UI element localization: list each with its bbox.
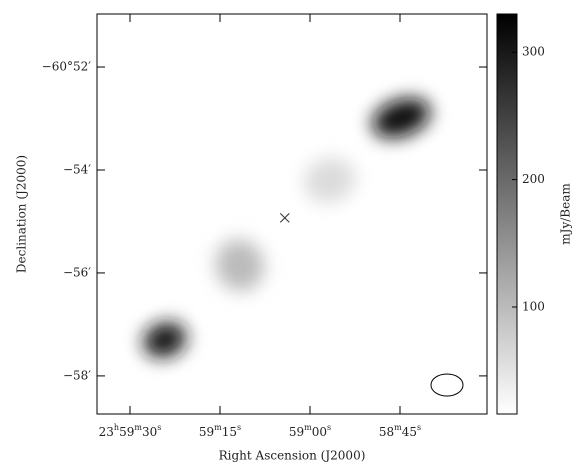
x-tick-label: 58m45s xyxy=(379,423,421,439)
y-tick-label: −60°52′ xyxy=(42,60,92,74)
colorbar-tick-label: 200 xyxy=(522,172,545,186)
source xyxy=(143,322,187,358)
x-tick-label: 23h59m30s xyxy=(99,423,162,439)
colorbar-tick-label: 300 xyxy=(522,45,545,59)
source xyxy=(372,98,431,138)
y-axis-title: Declination (J2000) xyxy=(15,155,29,273)
y-tick-label: −58′ xyxy=(63,368,91,382)
y-tick-label: −54′ xyxy=(63,162,91,176)
colorbar-tick-label: 100 xyxy=(522,299,545,313)
beam xyxy=(430,373,464,397)
source xyxy=(304,157,356,203)
source xyxy=(215,239,265,291)
colorbar-title: mJy/Beam xyxy=(559,183,573,245)
center-marker xyxy=(279,213,290,223)
colorbar xyxy=(496,13,518,415)
x-tick-label: 59m15s xyxy=(199,423,241,439)
y-tick-label: −56′ xyxy=(63,265,91,279)
x-axis-title: Right Ascension (J2000) xyxy=(219,449,366,463)
x-tick-label: 59m00s xyxy=(289,423,331,439)
image xyxy=(143,98,431,358)
frame xyxy=(96,13,488,415)
